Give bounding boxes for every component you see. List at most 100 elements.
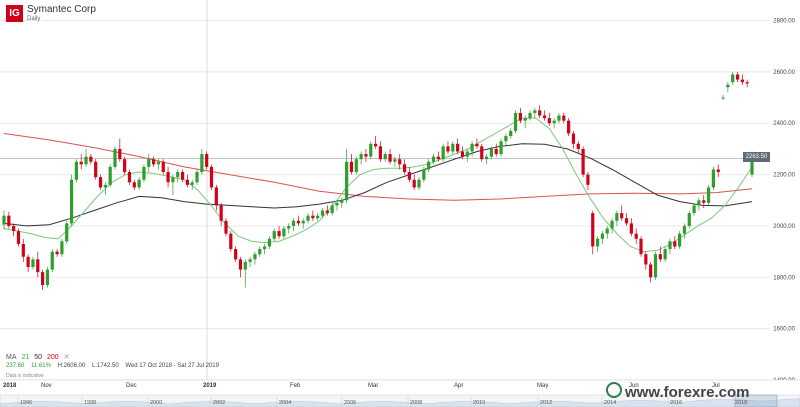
- candle-body: [629, 223, 633, 234]
- x-tick-label: Mar: [368, 383, 378, 389]
- candle-body: [7, 215, 11, 226]
- x-tick-label: Apr: [454, 383, 463, 389]
- candle-body: [475, 143, 479, 147]
- change-value: 237.60: [6, 363, 25, 369]
- candle-body: [171, 177, 175, 183]
- candle-body: [571, 133, 576, 144]
- candle-body: [436, 156, 440, 160]
- x-tick-label: Dec: [126, 383, 137, 389]
- candle-body: [74, 161, 78, 180]
- candle-body: [161, 161, 165, 173]
- candle-body: [731, 74, 735, 83]
- candle-body: [692, 205, 696, 214]
- candle-body: [209, 166, 214, 188]
- candle-body: [726, 84, 730, 88]
- watermark-text: www.forexre.com: [625, 384, 750, 401]
- ma200-label[interactable]: 200: [46, 354, 59, 361]
- candle-body: [359, 154, 363, 160]
- candle-body: [595, 238, 600, 247]
- candle-body: [306, 215, 310, 221]
- candle-body: [702, 200, 706, 203]
- candle-body: [745, 82, 749, 84]
- x-tick-label: Nov: [41, 383, 52, 389]
- candle-body: [494, 148, 498, 155]
- change-percent: 11.61%: [31, 363, 51, 369]
- candle-body: [513, 112, 518, 131]
- close-icon[interactable]: ✕: [63, 354, 70, 361]
- navigator-year-label: 2002: [213, 400, 225, 406]
- navigator[interactable]: 1996 1998 2000 2002 2004 2006 2008 2010 2012 2014…: [0, 394, 800, 407]
- candle-body: [533, 110, 537, 113]
- candle-body: [649, 264, 653, 278]
- candle-body: [316, 215, 320, 219]
- candle-body: [480, 146, 484, 160]
- candle-body: [277, 231, 281, 237]
- candle-body: [605, 228, 609, 234]
- candle-body: [369, 143, 373, 157]
- navigator-year-label: 2018: [735, 400, 747, 406]
- candle-body: [98, 177, 103, 188]
- ma50-line: [3, 143, 753, 227]
- candlesticks: [2, 71, 754, 291]
- y-axis: 2800.00 2600.00 2400.00 2200.00 2000.00 1800.…: [773, 19, 795, 384]
- candle-body: [750, 158, 754, 175]
- candle-body: [687, 213, 691, 226]
- candle-body: [41, 272, 45, 285]
- candle-body: [499, 141, 503, 155]
- candle-body: [668, 241, 672, 250]
- candle-body: [542, 115, 547, 119]
- y-tick-label: 1600.00: [773, 327, 795, 333]
- candle-body: [451, 143, 455, 152]
- candle-body: [311, 215, 315, 219]
- candle-body: [12, 225, 16, 232]
- candle-body: [176, 172, 180, 178]
- candle-body: [26, 256, 30, 268]
- candle-body: [185, 179, 189, 185]
- candle-body: [682, 225, 687, 234]
- candle-body: [50, 251, 54, 270]
- x-tick-label: May: [537, 383, 548, 389]
- candle-body: [740, 79, 744, 83]
- candle-body: [152, 159, 156, 165]
- candle-body: [108, 166, 112, 185]
- candle-body: [581, 148, 585, 175]
- candle-body: [402, 164, 407, 173]
- candle-body: [446, 146, 450, 152]
- candle-body: [156, 161, 161, 165]
- candle-body: [287, 225, 291, 229]
- ma200-path: [3, 133, 753, 201]
- navigator-year-label: 2010: [473, 400, 485, 406]
- ma50-label[interactable]: 50: [34, 354, 42, 361]
- ig-logo: IG: [6, 5, 23, 22]
- candle-body: [562, 115, 566, 121]
- chart-timeframe[interactable]: Daily: [27, 16, 41, 22]
- x-axis-band: [0, 380, 800, 389]
- candle-body: [484, 156, 489, 160]
- candle-body: [262, 246, 267, 250]
- candle-body: [267, 238, 272, 247]
- candle-body: [335, 202, 339, 206]
- candle-body: [489, 148, 494, 157]
- candle-body: [2, 215, 6, 225]
- candle-body: [248, 259, 252, 262]
- watermark: www.forexre.com: [606, 382, 749, 401]
- date-range: Wed 17 Oct 2018 - Sat 27 Jul 2019: [125, 363, 219, 369]
- candle-body: [89, 156, 93, 162]
- candle-body: [663, 249, 667, 260]
- navigator-year-label: 2000: [150, 400, 162, 406]
- ma21-label[interactable]: 21: [21, 354, 30, 361]
- candle-body: [427, 161, 431, 170]
- candle-body: [716, 169, 720, 173]
- candle-body: [132, 182, 136, 188]
- candle-body: [272, 231, 276, 239]
- candle-body: [373, 143, 378, 147]
- candle-body: [282, 228, 286, 237]
- candle-body: [36, 259, 40, 273]
- candle-body: [620, 213, 624, 219]
- navigator-year-label: 1998: [84, 400, 96, 406]
- candle-body: [591, 213, 595, 247]
- ma-legend[interactable]: MA 21 50 200 ✕: [6, 353, 72, 361]
- candle-body: [243, 261, 247, 270]
- candle-body: [538, 110, 542, 116]
